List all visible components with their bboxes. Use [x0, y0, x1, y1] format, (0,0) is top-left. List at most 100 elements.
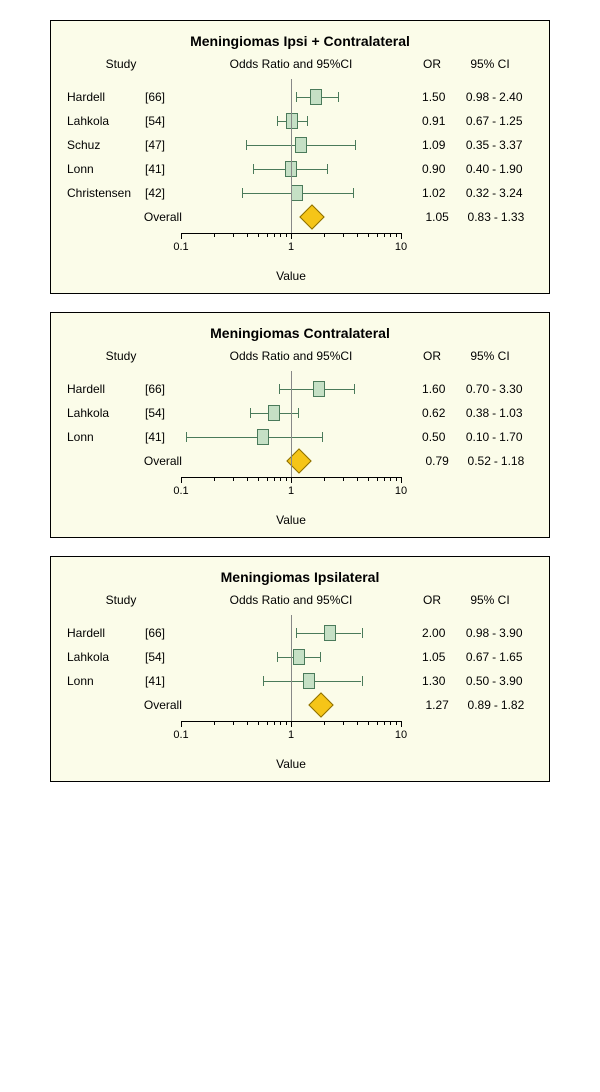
- ci-value: 0.67-1.65: [449, 650, 539, 664]
- study-name-cell: Lonn[41]: [61, 674, 186, 688]
- ci-plot: [186, 181, 405, 205]
- or-value: 1.05: [406, 650, 450, 664]
- x-axis: 0.1110: [181, 233, 401, 267]
- plot-cell: [200, 693, 411, 717]
- overall-row: Overall1.270.89-1.82: [61, 693, 539, 717]
- minor-tick: [274, 721, 275, 725]
- study-ref: [66]: [145, 626, 165, 640]
- point-estimate-box: [268, 405, 280, 421]
- panel-title: Meningiomas Ipsi + Contralateral: [61, 33, 539, 49]
- header-ci: 95% CI: [445, 57, 535, 71]
- minor-tick: [396, 721, 397, 725]
- minor-tick: [274, 233, 275, 237]
- ci-plot: [186, 377, 405, 401]
- tick-label: 1: [288, 729, 294, 741]
- minor-tick: [343, 721, 344, 725]
- study-name-cell: Lahkola[54]: [61, 650, 186, 664]
- study-name-cell: Lonn[41]: [61, 162, 186, 176]
- minor-tick: [233, 477, 234, 481]
- minor-tick: [377, 477, 378, 481]
- plot-cell: [186, 621, 405, 645]
- minor-tick: [258, 477, 259, 481]
- minor-tick: [258, 721, 259, 725]
- point-estimate-box: [303, 673, 315, 689]
- study-ref: [54]: [145, 114, 165, 128]
- header-ci: 95% CI: [445, 593, 535, 607]
- minor-tick: [357, 721, 358, 725]
- ci-plot: [186, 621, 405, 645]
- ci-value: 0.32-3.24: [449, 186, 539, 200]
- ci-plot: [186, 109, 405, 133]
- ci-plot: [186, 401, 405, 425]
- minor-tick: [368, 477, 369, 481]
- ci-cap-high: [362, 676, 363, 686]
- overall-label: Overall: [61, 454, 200, 468]
- ci-value: 0.50-3.90: [449, 674, 539, 688]
- study-name-cell: Hardell[66]: [61, 90, 186, 104]
- minor-tick: [396, 477, 397, 481]
- header-study: Study: [61, 349, 181, 363]
- or-value: 0.62: [406, 406, 450, 420]
- ci-cap-high: [327, 164, 328, 174]
- tick-label: 0.1: [173, 241, 188, 253]
- or-value: 0.90: [406, 162, 450, 176]
- ci-plot: [186, 157, 405, 181]
- or-value: 1.02: [406, 186, 450, 200]
- major-tick: [181, 233, 182, 239]
- minor-tick: [384, 721, 385, 725]
- overall-plot: [200, 205, 411, 229]
- or-value: 1.30: [406, 674, 450, 688]
- overall-ci: 0.52-1.18: [453, 454, 539, 468]
- or-value: 1.50: [406, 90, 450, 104]
- minor-tick: [267, 233, 268, 237]
- minor-tick: [384, 477, 385, 481]
- plot-cell: [186, 109, 405, 133]
- ci-value: 0.67-1.25: [449, 114, 539, 128]
- tick-label: 1: [288, 485, 294, 497]
- ci-cap-low: [246, 140, 247, 150]
- study-row: Christensen[42] 1.020.32-3.24: [61, 181, 539, 205]
- ci-value: 0.70-3.30: [449, 382, 539, 396]
- study-name: Lonn: [67, 430, 145, 444]
- plot-cell: [186, 133, 405, 157]
- plot-cell: [186, 669, 405, 693]
- overall-row: Overall1.050.83-1.33: [61, 205, 539, 229]
- study-name: Lonn: [67, 162, 145, 176]
- study-name-cell: Christensen[42]: [61, 186, 186, 200]
- study-name: Hardell: [67, 382, 145, 396]
- ci-cap-low: [253, 164, 254, 174]
- header-study: Study: [61, 57, 181, 71]
- ci-cap-high: [353, 188, 354, 198]
- major-tick: [181, 477, 182, 483]
- major-tick: [401, 477, 402, 483]
- overall-row: Overall0.790.52-1.18: [61, 449, 539, 473]
- study-name: Hardell: [67, 90, 145, 104]
- overall-diamond-icon: [286, 448, 311, 473]
- ci-cap-low: [277, 116, 278, 126]
- ci-cap-high: [354, 384, 355, 394]
- overall-ci: 0.89-1.82: [453, 698, 539, 712]
- point-estimate-box: [313, 381, 325, 397]
- point-estimate-box: [293, 649, 305, 665]
- x-axis: 0.1110: [181, 721, 401, 755]
- study-row: Hardell[66]2.000.98-3.90: [61, 621, 539, 645]
- ci-plot: [186, 645, 405, 669]
- ci-plot: [186, 425, 405, 449]
- ci-cap-high: [307, 116, 308, 126]
- overall-label: Overall: [61, 210, 200, 224]
- minor-tick: [280, 721, 281, 725]
- study-ref: [54]: [145, 650, 165, 664]
- minor-tick: [280, 477, 281, 481]
- major-tick: [291, 477, 292, 483]
- overall-diamond-icon: [309, 692, 334, 717]
- study-ref: [41]: [145, 162, 165, 176]
- ci-cap-high: [320, 652, 321, 662]
- minor-tick: [396, 233, 397, 237]
- study-row: Lonn[41]0.900.40-1.90: [61, 157, 539, 181]
- study-ref: [47]: [145, 138, 165, 152]
- ci-cap-high: [355, 140, 356, 150]
- axis-title: Value: [181, 757, 401, 771]
- minor-tick: [390, 721, 391, 725]
- minor-tick: [247, 721, 248, 725]
- plot-cell: [186, 181, 405, 205]
